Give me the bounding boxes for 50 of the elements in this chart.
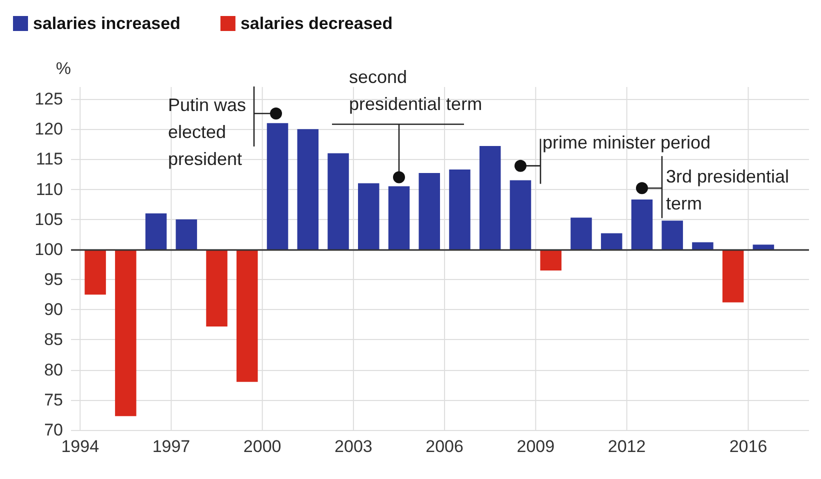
bar bbox=[236, 249, 258, 382]
bar bbox=[752, 244, 774, 250]
bar bbox=[479, 146, 501, 250]
bar bbox=[388, 186, 410, 250]
bar bbox=[176, 219, 198, 250]
y-tick-label: 120 bbox=[34, 120, 63, 139]
x-tick-label: 2009 bbox=[516, 437, 555, 456]
x-tick-label: 1994 bbox=[61, 437, 100, 456]
bar bbox=[510, 180, 532, 250]
bar bbox=[418, 173, 440, 250]
bar bbox=[145, 213, 167, 250]
x-tick-label: 2003 bbox=[334, 437, 372, 456]
y-tick-label: 110 bbox=[36, 180, 63, 199]
annotation: second presidential term bbox=[349, 66, 482, 114]
legend-label: salaries increased bbox=[33, 14, 180, 33]
x-tick-label: 2006 bbox=[426, 437, 464, 456]
x-tick-label: 2016 bbox=[729, 437, 768, 456]
legend-label: salaries decreased bbox=[240, 14, 393, 33]
bar bbox=[631, 200, 653, 250]
annotation: Putin was elected president bbox=[168, 94, 246, 169]
bar bbox=[115, 249, 136, 416]
annotation: 3rd presidential term bbox=[666, 166, 790, 214]
y-tick-label: 105 bbox=[34, 210, 63, 229]
x-tick-label: 2000 bbox=[243, 437, 282, 456]
y-tick-label: 125 bbox=[34, 90, 63, 109]
bar bbox=[297, 129, 319, 250]
bar bbox=[358, 183, 380, 250]
y-tick-label: 85 bbox=[44, 330, 63, 350]
x-tick-label: 2012 bbox=[608, 437, 646, 456]
y-tick-label: 115 bbox=[36, 150, 63, 169]
bar bbox=[600, 233, 622, 250]
bar bbox=[206, 249, 228, 326]
annotation: prime minister period bbox=[542, 132, 711, 152]
y-tick-label: 90 bbox=[44, 300, 63, 320]
bar bbox=[328, 153, 349, 250]
y-axis-title: % bbox=[56, 59, 71, 78]
y-tick-label: 75 bbox=[44, 390, 63, 410]
bar bbox=[540, 249, 562, 271]
y-tick-label: 80 bbox=[44, 360, 63, 380]
y-tick-label: 70 bbox=[44, 420, 63, 440]
bar bbox=[722, 249, 744, 302]
y-tick-label: 95 bbox=[44, 270, 63, 290]
bar bbox=[570, 218, 592, 250]
bar bbox=[84, 249, 106, 295]
bar bbox=[662, 220, 683, 250]
y-tick-label: 100 bbox=[34, 240, 63, 259]
bar bbox=[266, 123, 288, 250]
bar bbox=[692, 242, 714, 250]
bar bbox=[449, 169, 470, 250]
x-tick-label: 1997 bbox=[152, 437, 190, 456]
